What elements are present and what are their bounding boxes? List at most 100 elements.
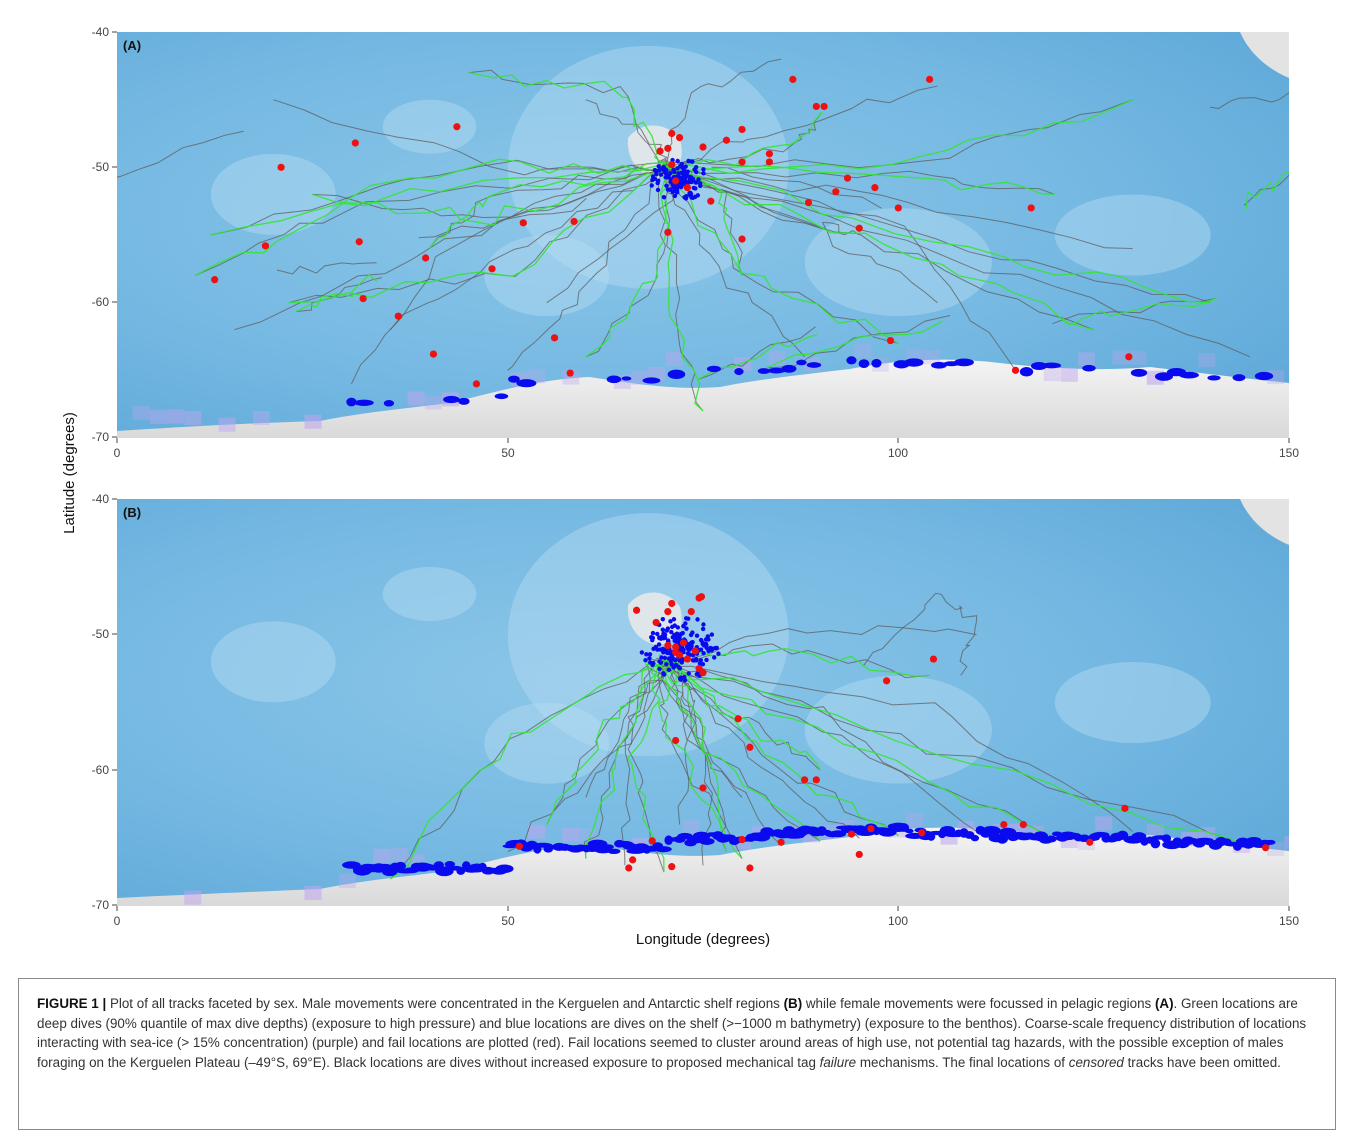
shelf-dive-point [1046,835,1057,843]
shelf-dive-point [970,834,980,842]
shelf-dive-point [354,399,374,406]
antarctica-land [117,359,1289,438]
normal-track [674,661,727,852]
figure-caption-box: FIGURE 1 | Plot of all tracks faceted by… [18,978,1336,1130]
fail-location-point [668,129,676,138]
fail-location-point [664,608,672,616]
fail-location-point [632,606,641,614]
fail-location-point [886,336,895,345]
x-axis-a: 0 50 100 150 [114,438,1299,460]
sea-ice-cell [184,410,202,425]
shelf-dive-point [713,645,718,651]
deep-dive-track [669,656,899,837]
shelf-dive-point [642,377,661,384]
normal-track [711,166,882,209]
sea-ice-cell [304,414,322,429]
shelf-dive-point [658,660,663,665]
y-tick-label: -70 [92,898,110,912]
shelf-dive-point [1041,362,1062,369]
normal-track [656,643,930,679]
normal-track [210,159,664,236]
normal-track [418,197,587,239]
fail-location-point [800,776,809,784]
normal-tracks [390,592,1251,880]
shelf-dive-point [1195,837,1214,842]
deep-dive-track [390,662,666,880]
fail-location-point [1019,821,1027,829]
fail-location-point [515,842,523,850]
normal-track [667,167,1094,331]
shelf-dive-point [1179,371,1199,379]
shelf-dive-point [383,400,395,407]
shelf-dive-point [607,848,621,855]
figure-1-plots: (A) 0 50 100 150 -40 -50 -60 -70 [61,25,1299,948]
shelf-dive-point [671,167,676,173]
shelf-dive-point [1130,368,1148,377]
shelf-dive-point [690,195,696,201]
shelf-dive-point [658,647,663,652]
bathymetry-patch [210,153,336,235]
deep-dive-track [584,667,652,859]
sea-ice-cell [1198,827,1216,842]
x-tick-label: 150 [1279,446,1299,460]
shelf-dive-point [781,364,797,373]
fail-location-point [359,295,367,303]
deep-dive-track [650,662,821,842]
figure-caption: FIGURE 1 | Plot of all tracks faceted by… [37,994,1317,1072]
fail-location-point [211,276,219,284]
shelf-dive-point [871,358,882,368]
deep-dive-track [660,167,704,412]
deep-dive-track [657,662,743,859]
fail-location-point [422,254,430,262]
shelf-dive-point [672,623,677,628]
deep-dive-track [1245,171,1289,209]
shelf-dive-point [709,632,715,637]
sea-ice-cell [1112,350,1130,365]
shelf-dive-point [1254,371,1274,381]
shelf-dive-point [653,168,658,173]
fail-location-point [472,380,481,388]
shelf-dive-point [654,846,672,853]
shelf-dive-point [494,393,509,400]
shelf-dive-point [674,635,679,640]
fail-location-point [1121,804,1129,812]
shelf-dive-point [606,375,622,384]
bathymetry-patch [382,566,477,621]
fail-location-point [812,776,820,784]
deep-dive-track [660,165,1211,304]
shelf-dive-point [639,650,645,655]
fail-location-point [629,856,637,864]
shelf-dive-point [701,622,706,627]
deep-dive-track [663,659,728,852]
sea-ice-cell [252,411,270,426]
shelf-dive-point [1264,839,1276,845]
shelf-dive-point [665,626,671,631]
caption-emphasis: failure [819,1054,857,1070]
normal-track [390,657,658,880]
y-tick-label: -40 [92,25,110,39]
shelf-dive-point [670,656,676,661]
fail-location-point [1011,366,1020,374]
shelf-dive-point [649,183,654,188]
shelf-dive-point [508,375,520,383]
shelf-dive-point [677,676,683,681]
shelf-dive-point [700,661,706,667]
fail-location-point [738,235,746,243]
normal-track [658,164,1212,304]
shelf-dive-point [698,647,704,652]
sea-ice-cell [304,885,322,900]
fail-location-point [867,825,875,833]
fail-location-point [351,139,359,147]
fail-location-point [355,238,363,246]
sea-ice-cell [1129,350,1147,365]
fail-location-point [699,784,707,792]
sea-ice-cell [562,370,580,385]
shelf-dive-point [954,358,974,367]
shelf-dive-point [757,368,771,374]
sea-ice-cell [562,827,580,842]
deep-dive-track [669,99,1133,174]
fail-location-point [679,639,688,647]
caption-text: tracks have been omitted. [1123,1054,1281,1070]
shelf-dive-point [686,158,691,164]
x-tick-label: 100 [888,446,908,460]
